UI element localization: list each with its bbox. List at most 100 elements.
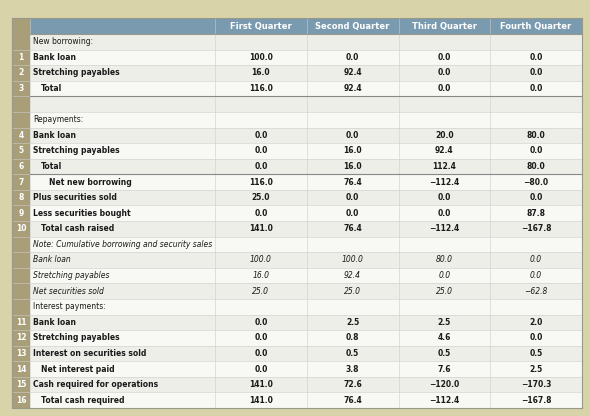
Text: Less securities bought: Less securities bought xyxy=(33,209,130,218)
Text: 92.4: 92.4 xyxy=(343,69,362,77)
Text: 16.0: 16.0 xyxy=(253,271,270,280)
Text: 0.0: 0.0 xyxy=(346,131,359,140)
Text: 0.0: 0.0 xyxy=(438,84,451,93)
Text: Second Quarter: Second Quarter xyxy=(316,22,390,30)
Text: 2.0: 2.0 xyxy=(529,318,543,327)
Text: Interest on securities sold: Interest on securities sold xyxy=(33,349,146,358)
Text: 76.4: 76.4 xyxy=(343,396,362,405)
Text: 0.8: 0.8 xyxy=(346,333,359,342)
Text: 141.0: 141.0 xyxy=(249,396,273,405)
Text: 8: 8 xyxy=(18,193,24,202)
Text: 25.0: 25.0 xyxy=(251,193,270,202)
Bar xyxy=(12,18,582,34)
Text: 0.0: 0.0 xyxy=(254,318,267,327)
Bar xyxy=(12,346,582,361)
Text: Stretching payables: Stretching payables xyxy=(33,271,110,280)
Bar xyxy=(12,299,30,314)
Text: 7: 7 xyxy=(18,178,24,186)
Text: 92.4: 92.4 xyxy=(343,84,362,93)
Text: 80.0: 80.0 xyxy=(527,131,546,140)
Bar xyxy=(12,206,30,221)
Text: Cash required for operations: Cash required for operations xyxy=(33,380,158,389)
Text: 0.0: 0.0 xyxy=(529,146,543,155)
Text: 1: 1 xyxy=(18,53,24,62)
Text: 0.0: 0.0 xyxy=(254,209,267,218)
Text: Bank loan: Bank loan xyxy=(33,131,76,140)
Bar xyxy=(12,221,582,237)
Text: 80.0: 80.0 xyxy=(436,255,453,265)
Text: 141.0: 141.0 xyxy=(249,224,273,233)
Bar xyxy=(12,34,582,50)
Text: 80.0: 80.0 xyxy=(527,162,546,171)
Text: 25.0: 25.0 xyxy=(344,287,361,296)
Bar xyxy=(12,252,582,268)
Text: 0.5: 0.5 xyxy=(438,349,451,358)
Text: 0.0: 0.0 xyxy=(254,162,267,171)
Bar xyxy=(12,268,30,283)
Text: 100.0: 100.0 xyxy=(342,255,363,265)
Text: 0.0: 0.0 xyxy=(438,53,451,62)
Text: 3: 3 xyxy=(18,84,24,93)
Text: 100.0: 100.0 xyxy=(250,255,272,265)
Bar xyxy=(12,361,30,377)
Bar xyxy=(12,221,30,237)
Bar xyxy=(12,392,30,408)
Bar xyxy=(12,50,30,65)
Text: Interest payments:: Interest payments: xyxy=(33,302,106,311)
Text: Stretching payables: Stretching payables xyxy=(33,146,120,155)
Text: 7.6: 7.6 xyxy=(438,364,451,374)
Text: 16.0: 16.0 xyxy=(343,146,362,155)
Text: 0.0: 0.0 xyxy=(529,333,543,342)
Text: 16.0: 16.0 xyxy=(251,69,270,77)
Text: Bank loan: Bank loan xyxy=(33,318,76,327)
Text: 14: 14 xyxy=(16,364,26,374)
Text: 2.5: 2.5 xyxy=(346,318,359,327)
Text: 116.0: 116.0 xyxy=(249,84,273,93)
Text: 116.0: 116.0 xyxy=(249,178,273,186)
Text: 92.4: 92.4 xyxy=(344,271,361,280)
Text: Stretching payables: Stretching payables xyxy=(33,333,120,342)
Bar xyxy=(12,158,30,174)
Bar xyxy=(12,143,582,158)
Text: 3.8: 3.8 xyxy=(346,364,359,374)
Text: 112.4: 112.4 xyxy=(432,162,456,171)
Text: 87.8: 87.8 xyxy=(527,209,546,218)
Text: 0.0: 0.0 xyxy=(254,333,267,342)
Text: Third Quarter: Third Quarter xyxy=(412,22,477,30)
Text: −167.8: −167.8 xyxy=(521,396,552,405)
Bar xyxy=(12,190,582,206)
Text: 0.0: 0.0 xyxy=(254,146,267,155)
Text: −170.3: −170.3 xyxy=(521,380,551,389)
Text: 92.4: 92.4 xyxy=(435,146,454,155)
Text: 13: 13 xyxy=(16,349,26,358)
Bar xyxy=(12,127,30,143)
Bar xyxy=(12,65,582,81)
Bar xyxy=(12,18,30,34)
Text: −120.0: −120.0 xyxy=(430,380,460,389)
Text: 2: 2 xyxy=(18,69,24,77)
Bar xyxy=(12,97,30,112)
Bar xyxy=(12,127,582,143)
Text: 0.0: 0.0 xyxy=(346,53,359,62)
Bar xyxy=(12,158,582,174)
Text: Total: Total xyxy=(41,162,63,171)
Bar xyxy=(12,252,30,268)
Text: Stretching payables: Stretching payables xyxy=(33,69,120,77)
Bar xyxy=(12,392,582,408)
Text: Bank loan: Bank loan xyxy=(33,53,76,62)
Bar xyxy=(12,237,582,252)
Bar xyxy=(12,50,582,65)
Bar xyxy=(12,283,582,299)
Bar xyxy=(12,377,582,392)
Bar xyxy=(12,206,582,221)
Text: Fourth Quarter: Fourth Quarter xyxy=(500,22,572,30)
Bar xyxy=(12,314,30,330)
Text: 0.0: 0.0 xyxy=(530,255,542,265)
Bar xyxy=(12,330,582,346)
Text: New borrowing:: New borrowing: xyxy=(33,37,93,46)
Text: 0.0: 0.0 xyxy=(529,193,543,202)
Text: Total cash required: Total cash required xyxy=(41,396,124,405)
Text: 0.5: 0.5 xyxy=(529,349,543,358)
Bar xyxy=(12,65,30,81)
Text: 0.0: 0.0 xyxy=(438,193,451,202)
